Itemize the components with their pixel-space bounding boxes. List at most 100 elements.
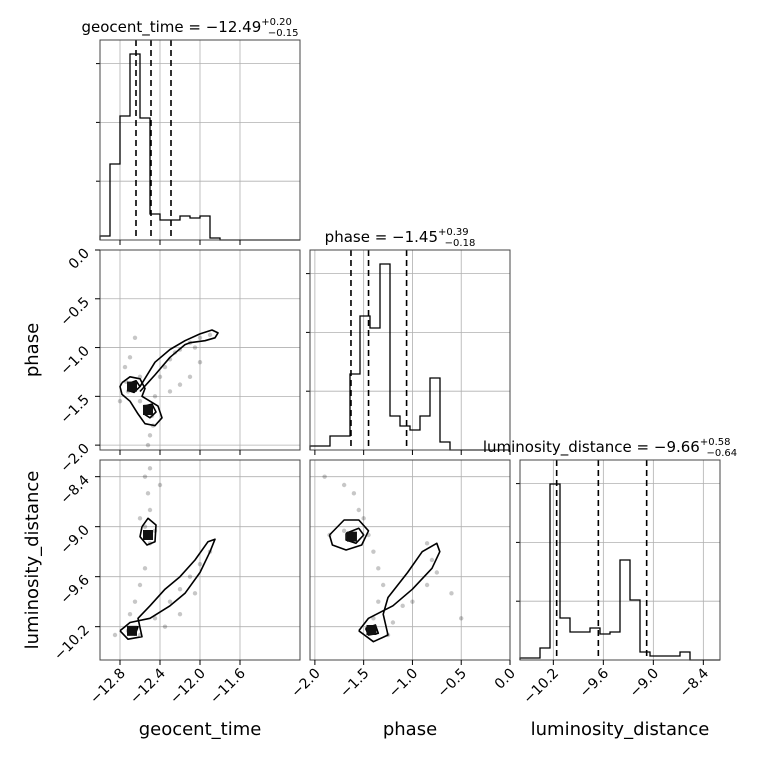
hist-frame: [309, 249, 511, 451]
panel-frame: [309, 459, 511, 661]
y-tick-label: −1.0: [57, 343, 92, 378]
scatter-point: [157, 374, 163, 380]
scatter-point: [192, 591, 198, 596]
y-tick-label: −8.4: [57, 472, 92, 507]
density-peak: [366, 625, 377, 635]
x-tick-label: −9.6: [577, 665, 612, 700]
scatter-point: [152, 616, 158, 621]
x-tick-label: −1.0: [386, 666, 421, 701]
scatter-point: [147, 507, 153, 513]
panel-luminosity_distance_vs_geocent_time: [112, 466, 216, 641]
y-tick-label: 0.0: [66, 246, 93, 273]
density-peak: [143, 405, 153, 415]
scatter-point: [152, 394, 158, 399]
scatter-point: [187, 574, 193, 579]
scatter-point: [192, 345, 198, 350]
contour-line: [119, 375, 163, 427]
scatter-point: [137, 582, 143, 588]
scatter-point: [410, 599, 415, 604]
scatter-point: [132, 335, 138, 341]
scatter-point: [449, 591, 454, 596]
scatter-point: [112, 632, 118, 638]
panel-phase_vs_geocent_time: [117, 329, 219, 448]
x-tick-label: −11.6: [207, 665, 249, 707]
scatter-point: [424, 541, 430, 546]
scatter-point: [341, 528, 347, 534]
scatter-point: [157, 482, 163, 488]
scatter-point: [142, 566, 148, 571]
scatter-point: [132, 599, 138, 604]
histogram-phase: [309, 263, 510, 451]
x-axis-label: geocent_time: [139, 719, 262, 740]
x-tick-label: −12.8: [87, 666, 129, 708]
scatter-point: [147, 466, 153, 471]
x-axis-label: phase: [383, 719, 437, 740]
x-tick-label: −0.5: [435, 666, 470, 701]
density-peak: [143, 530, 153, 540]
scatter-point: [197, 359, 203, 365]
scatter-point: [145, 442, 151, 448]
y-tick-label: −1.5: [57, 392, 92, 427]
y-axis-label: luminosity_distance: [22, 471, 43, 650]
x-tick-label: −2.0: [288, 666, 323, 701]
y-tick-label: −9.6: [57, 572, 92, 607]
scatter-point: [207, 332, 213, 338]
y-tick-label: −2.0: [57, 441, 92, 476]
scatter-point: [177, 611, 183, 617]
scatter-point: [127, 611, 133, 617]
contour-line: [328, 519, 370, 551]
scatter-point: [380, 582, 386, 588]
y-tick-label: −9.0: [57, 522, 92, 557]
scatter-point: [459, 616, 464, 621]
x-tick-label: −9.0: [627, 666, 662, 701]
panel-title: phase = −1.45+0.39 −0.18: [325, 227, 476, 249]
scatter-point: [162, 364, 168, 370]
density-peak: [127, 625, 137, 636]
scatter-point: [376, 599, 381, 604]
scatter-point: [376, 566, 381, 571]
scatter-point: [197, 561, 203, 567]
contour-line: [139, 517, 157, 546]
x-tick-label: −10.2: [521, 666, 563, 708]
scatter-point: [341, 482, 347, 488]
contour-line: [345, 527, 365, 545]
scatter-point: [147, 433, 153, 438]
density-peak: [346, 531, 357, 542]
contour-line: [139, 329, 219, 393]
scatter-point: [390, 620, 396, 625]
scatter-point: [167, 599, 173, 604]
scatter-point: [424, 582, 430, 588]
panel-title: luminosity_distance = −9.66+0.58 −0.64: [483, 437, 737, 459]
density-peak: [127, 381, 137, 392]
scatter-point: [177, 382, 183, 387]
scatter-point: [162, 624, 168, 629]
scatter-point: [371, 549, 376, 554]
x-tick-label: 0.0: [492, 666, 519, 693]
scatter-point: [167, 389, 173, 394]
scatter-point: [142, 524, 148, 529]
x-tick-label: −1.5: [337, 666, 372, 701]
scatter-point: [361, 516, 366, 521]
scatter-point: [122, 364, 128, 370]
scatter-point: [197, 335, 203, 341]
y-tick-label: −0.5: [57, 294, 92, 329]
scatter-point: [137, 399, 143, 404]
scatter-point: [187, 374, 193, 380]
y-axis-label: phase: [22, 323, 43, 377]
contour-line: [119, 538, 216, 641]
scatter-point: [356, 507, 361, 513]
scatter-point: [117, 399, 123, 404]
x-tick-label: −8.4: [677, 665, 712, 700]
scatter-point: [145, 491, 151, 496]
panel-title: geocent_time = −12.49+0.20 −0.15: [81, 17, 298, 39]
scatter-point: [137, 516, 143, 521]
scatter-point: [127, 355, 133, 360]
hist-frame: [519, 459, 721, 661]
x-tick-label: −12.0: [167, 666, 209, 708]
scatter-point: [177, 586, 183, 592]
scatter-point: [400, 603, 405, 609]
x-tick-label: −12.4: [127, 665, 169, 707]
scatter-point: [322, 474, 327, 479]
x-axis-label: luminosity_distance: [531, 719, 710, 740]
